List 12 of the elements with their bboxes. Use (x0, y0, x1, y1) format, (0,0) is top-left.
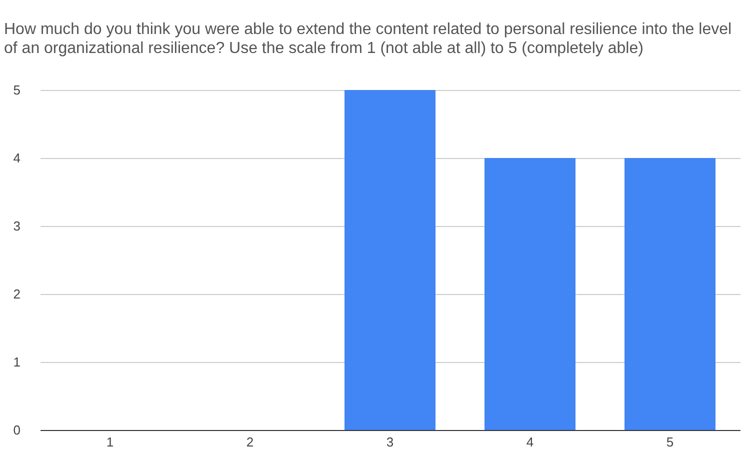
y-tick-label: 1 (13, 354, 20, 370)
y-tick-label: 5 (13, 82, 20, 98)
x-tick-label: 3 (386, 434, 394, 450)
y-tick-label: 4 (13, 150, 20, 166)
x-tick-label: 1 (106, 434, 114, 450)
y-tick-label: 2 (13, 286, 20, 302)
y-tick-label: 0 (13, 422, 20, 438)
chart-title: How much do you think you were able to extend the content related to personal resilience into the level of an organizational resilience? Use the scale from 1 (not able at all) to 5 (completely able) (4, 21, 732, 57)
x-tick-label: 4 (526, 434, 534, 450)
y-tick-label: 3 (13, 218, 20, 234)
x-tick-label: 5 (666, 434, 674, 450)
x-tick-label: 2 (246, 434, 254, 450)
